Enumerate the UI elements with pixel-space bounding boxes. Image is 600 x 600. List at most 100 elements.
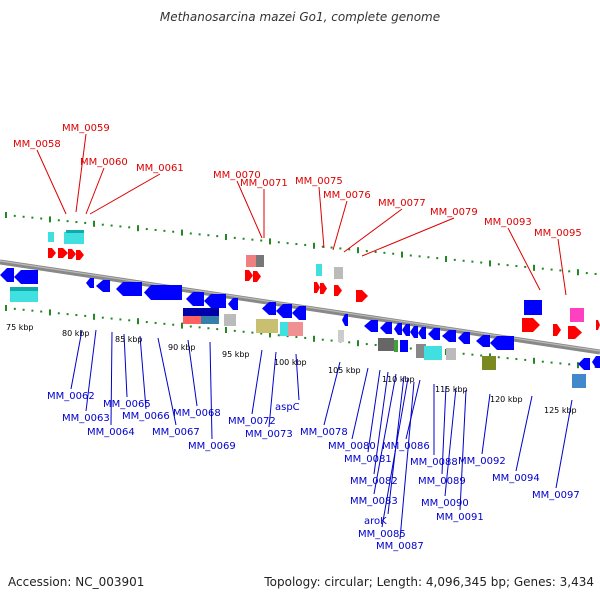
tick-mark xyxy=(313,242,315,249)
gene-label: MM_0073 xyxy=(245,429,293,440)
leader-line xyxy=(557,238,567,296)
gene-arrow xyxy=(183,316,201,324)
tick-mark xyxy=(568,270,571,273)
gene-arrow xyxy=(596,320,600,330)
gene-arrow xyxy=(446,348,456,360)
gene-arrow xyxy=(522,318,540,332)
tick-mark xyxy=(330,339,333,342)
tick-mark xyxy=(277,241,280,244)
leader-line xyxy=(441,385,447,475)
gene-arrow xyxy=(338,330,344,342)
tick-mark xyxy=(269,331,271,338)
tick-mark xyxy=(515,358,518,361)
tick-mark xyxy=(401,251,403,258)
gene-label: MM_0091 xyxy=(436,512,484,523)
gene-arrow xyxy=(418,327,426,339)
gene-arrow xyxy=(256,255,264,267)
gene-arrow xyxy=(378,338,394,351)
gene-arrow xyxy=(524,300,542,315)
gene-label: MM_0080 xyxy=(328,441,376,452)
tick-mark xyxy=(585,272,588,275)
gene-arrow xyxy=(482,356,496,370)
tick-mark xyxy=(321,245,324,248)
kbp-label: 120 kbp xyxy=(490,395,523,404)
tick-mark xyxy=(216,328,219,331)
tick-mark xyxy=(524,358,527,361)
tick-mark xyxy=(577,269,579,276)
tick-mark xyxy=(154,228,157,231)
tick-mark xyxy=(13,307,16,310)
kbp-label: 105 kbp xyxy=(328,366,361,375)
tick-mark xyxy=(357,247,359,254)
leader-line xyxy=(351,367,369,440)
tick-mark xyxy=(295,336,298,339)
tick-mark xyxy=(357,340,359,347)
tick-mark xyxy=(392,252,395,255)
gene-arrow xyxy=(256,319,278,333)
tick-mark xyxy=(436,257,439,260)
tick-mark xyxy=(304,336,307,339)
gene-arrow xyxy=(116,282,142,296)
gene-label: MM_0061 xyxy=(136,163,184,174)
gene-label: MM_0066 xyxy=(122,411,170,422)
leader-line xyxy=(481,393,491,455)
gene-arrow xyxy=(144,285,182,300)
tick-mark xyxy=(181,229,183,236)
gene-label: MM_0085 xyxy=(358,529,406,540)
gene-arrow xyxy=(288,322,303,336)
gene-arrow xyxy=(186,292,204,306)
tick-mark xyxy=(93,220,95,227)
gene-arrow xyxy=(334,285,342,296)
leader-line xyxy=(85,167,105,215)
tick-mark xyxy=(119,225,122,228)
gene-arrow xyxy=(262,302,276,315)
tick-mark xyxy=(409,254,412,257)
gene-arrow xyxy=(14,270,38,284)
tick-mark xyxy=(506,357,509,360)
gene-label: MM_0087 xyxy=(376,541,424,552)
tick-mark xyxy=(427,256,430,259)
kbp-label: 125 kbp xyxy=(544,406,577,415)
tick-mark xyxy=(233,329,236,332)
tick-mark xyxy=(93,313,95,320)
tick-mark xyxy=(286,242,289,245)
tick-mark xyxy=(594,272,597,275)
tick-mark xyxy=(339,247,342,250)
tick-mark xyxy=(471,260,474,263)
tick-mark xyxy=(5,305,7,311)
leader-line xyxy=(399,381,415,540)
gene-arrow xyxy=(416,344,426,358)
gene-arrow xyxy=(424,346,442,360)
tick-mark xyxy=(365,343,368,346)
tick-mark xyxy=(198,326,201,329)
tick-mark xyxy=(75,221,78,224)
tick-mark xyxy=(550,361,553,364)
leader-line xyxy=(85,329,97,412)
leader-line xyxy=(251,349,263,415)
tick-mark xyxy=(533,357,535,364)
gene-arrow xyxy=(280,322,288,336)
tick-mark xyxy=(189,232,192,235)
gene-arrow xyxy=(183,308,219,316)
gene-arrow xyxy=(228,298,238,310)
tick-mark xyxy=(286,335,289,338)
gene-arrow xyxy=(592,356,600,368)
gene-label: MM_0083 xyxy=(350,496,398,507)
leader-line xyxy=(236,180,263,239)
leader-line xyxy=(187,339,198,407)
tick-mark xyxy=(145,321,148,324)
leader-line xyxy=(367,369,381,453)
gene-label: MM_0063 xyxy=(62,413,110,424)
tick-mark xyxy=(330,246,333,249)
gene-arrow xyxy=(364,320,378,332)
tick-mark xyxy=(137,318,139,325)
gene-label: MM_0064 xyxy=(87,427,135,438)
leader-line xyxy=(332,200,348,251)
gene-label: MM_0075 xyxy=(295,176,343,187)
tick-mark xyxy=(31,309,34,312)
gene-arrow xyxy=(76,250,84,260)
gene-arrow xyxy=(276,304,292,318)
tick-mark xyxy=(541,360,544,363)
gene-label: MM_0092 xyxy=(458,456,506,467)
tick-mark xyxy=(40,217,43,220)
